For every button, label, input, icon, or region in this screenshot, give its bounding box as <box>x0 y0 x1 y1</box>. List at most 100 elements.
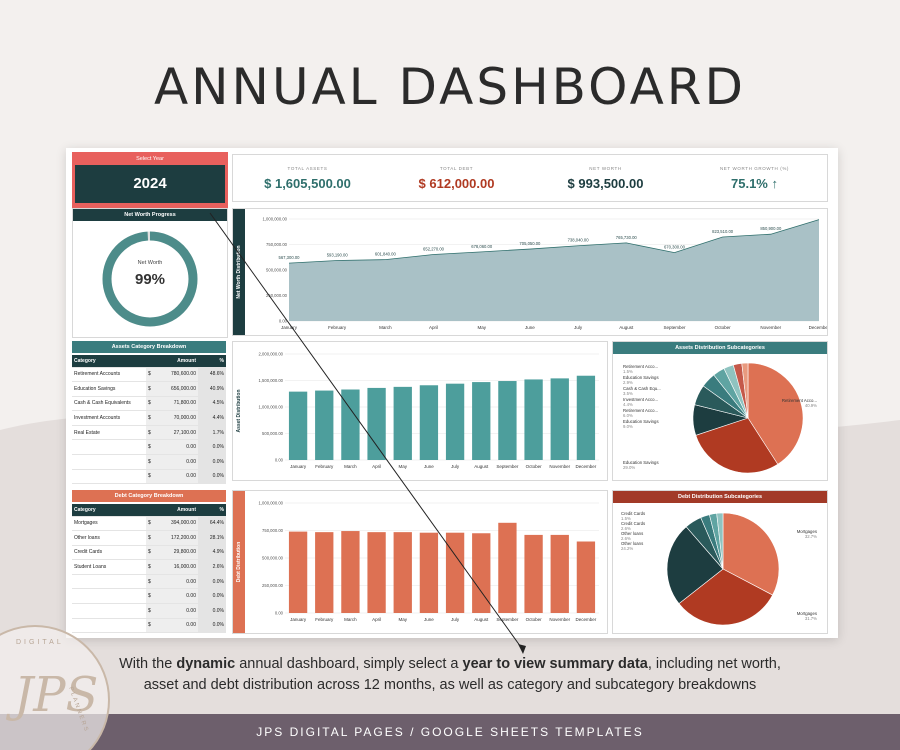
x-tick-label: December <box>576 617 597 622</box>
table-cell[interactable]: $ <box>146 454 154 470</box>
table-cell[interactable]: $ <box>146 439 154 456</box>
table-cell[interactable]: 0.00 <box>154 618 198 634</box>
table-cell[interactable]: $ <box>146 530 154 546</box>
assets-pie-chart: Retirement Acco...1.5%Education Savings2… <box>623 362 817 474</box>
table-cell[interactable]: $ <box>146 516 154 532</box>
table-cell[interactable]: 0.0% <box>198 603 226 619</box>
table-cell[interactable]: Retirement Accounts <box>72 367 146 383</box>
table-row[interactable]: $0.00 0.0% <box>72 439 226 456</box>
table-row[interactable]: Mortgages $394,000.00 64.4% <box>72 516 226 532</box>
table-cell[interactable] <box>72 574 146 590</box>
table-cell[interactable]: $ <box>146 545 154 561</box>
table-header-cell: Category <box>72 355 146 368</box>
table-cell[interactable]: 4.5% <box>198 396 226 412</box>
table-row[interactable]: $0.00 0.0% <box>72 469 226 485</box>
table-cell[interactable] <box>72 469 146 485</box>
table-cell[interactable]: $ <box>146 588 154 605</box>
table-cell[interactable]: $ <box>146 618 154 634</box>
table-cell[interactable]: 71,800.00 <box>154 396 198 412</box>
pie-label-value: 2.9% <box>623 380 633 385</box>
table-cell[interactable]: 0.00 <box>154 603 198 619</box>
table-cell[interactable]: 28.1% <box>198 530 226 546</box>
table-cell[interactable]: 0.00 <box>154 588 198 605</box>
table-header-cell <box>146 504 154 517</box>
table-cell[interactable]: 0.0% <box>198 618 226 634</box>
table-cell[interactable]: 4.9% <box>198 545 226 561</box>
table-cell[interactable]: 29,800.00 <box>154 545 198 561</box>
table-cell[interactable]: $ <box>146 410 154 426</box>
table-cell[interactable]: 0.00 <box>154 574 198 590</box>
table-cell[interactable]: $ <box>146 425 154 441</box>
table-header-row: Category Amount% <box>72 355 226 368</box>
bar <box>393 532 412 613</box>
y-tick-label: 2,000,000.00 <box>259 352 284 357</box>
table-cell[interactable]: 0.0% <box>198 574 226 590</box>
table-cell[interactable] <box>72 588 146 605</box>
table-cell[interactable]: 0.00 <box>154 469 198 485</box>
table-cell[interactable]: 172,200.00 <box>154 530 198 546</box>
table-row[interactable]: Student Loans $16,000.00 2.6% <box>72 559 226 575</box>
table-row[interactable]: Retirement Accounts $780,600.00 48.6% <box>72 367 226 383</box>
year-selector-value[interactable]: 2024 <box>75 165 225 203</box>
table-cell[interactable]: 394,000.00 <box>154 516 198 532</box>
table-cell[interactable]: Real Estate <box>72 425 146 441</box>
table-cell[interactable]: 16,000.00 <box>154 559 198 575</box>
pie-slice <box>666 526 724 605</box>
table-cell[interactable]: 0.0% <box>198 439 226 456</box>
table-cell[interactable]: 780,600.00 <box>154 367 198 383</box>
table-cell[interactable]: Credit Cards <box>72 545 146 561</box>
table-cell[interactable]: Mortgages <box>72 516 146 532</box>
table-cell[interactable] <box>72 454 146 470</box>
bar <box>341 531 360 613</box>
table-cell[interactable]: 0.0% <box>198 588 226 605</box>
table-row[interactable]: $0.00 0.0% <box>72 574 226 590</box>
table-row[interactable]: Investment Accounts $70,000.00 4.4% <box>72 410 226 426</box>
table-cell[interactable]: Student Loans <box>72 559 146 575</box>
table-row[interactable]: $0.00 0.0% <box>72 618 226 634</box>
table-row[interactable]: Education Savings $656,000.00 40.9% <box>72 381 226 397</box>
table-cell[interactable]: Other loans <box>72 530 146 546</box>
table-cell[interactable]: 0.00 <box>154 439 198 456</box>
table-cell[interactable] <box>72 618 146 634</box>
table-row[interactable]: Other loans $172,200.00 28.1% <box>72 530 226 546</box>
x-tick-label: July <box>451 617 460 622</box>
table-cell[interactable]: $ <box>146 603 154 619</box>
table-cell[interactable]: 0.00 <box>154 454 198 470</box>
table-cell[interactable]: Investment Accounts <box>72 410 146 426</box>
year-selector[interactable]: Select Year 2024 <box>72 152 228 208</box>
table-row[interactable]: $0.00 0.0% <box>72 588 226 605</box>
table-cell[interactable]: 48.6% <box>198 367 226 383</box>
table-cell[interactable]: $ <box>146 469 154 485</box>
table-cell[interactable]: $ <box>146 559 154 575</box>
table-cell[interactable]: Education Savings <box>72 381 146 397</box>
kpi-value: $ 1,605,500.00 <box>264 176 351 191</box>
table-cell[interactable]: 0.0% <box>198 454 226 470</box>
table-cell[interactable]: $ <box>146 396 154 412</box>
table-cell[interactable]: 1.7% <box>198 425 226 441</box>
table-cell[interactable]: $ <box>146 381 154 397</box>
caption-text: , including net worth, <box>647 656 781 672</box>
table-cell[interactable]: $ <box>146 367 154 383</box>
table-cell[interactable]: 70,000.00 <box>154 410 198 426</box>
table-row[interactable]: $0.00 0.0% <box>72 454 226 470</box>
table-cell[interactable] <box>72 439 146 456</box>
table-cell[interactable]: Cash & Cash Equivalents <box>72 396 146 412</box>
table-row[interactable]: Credit Cards $29,800.00 4.9% <box>72 545 226 561</box>
table-cell[interactable]: 0.0% <box>198 469 226 485</box>
x-tick-label: March <box>344 464 357 469</box>
bar <box>524 534 543 613</box>
table-cell[interactable]: 2.6% <box>198 559 226 575</box>
table-cell[interactable]: 656,000.00 <box>154 381 198 397</box>
table-cell[interactable]: 40.9% <box>198 381 226 397</box>
kpi-net-worth: NET WORTH $ 993,500.00 <box>531 155 680 203</box>
data-label: 823,510.00 <box>712 229 734 234</box>
table-row[interactable]: $0.00 0.0% <box>72 603 226 619</box>
table-row[interactable]: Real Estate $27,100.00 1.7% <box>72 425 226 441</box>
table-cell[interactable]: 27,100.00 <box>154 425 198 441</box>
table-cell[interactable]: 64.4% <box>198 516 226 532</box>
table-cell[interactable]: 4.4% <box>198 410 226 426</box>
table-row[interactable]: Cash & Cash Equivalents $71,800.00 4.5% <box>72 396 226 412</box>
net-worth-progress-card: Net Worth Progress Net Worth 99% <box>72 208 228 338</box>
table-cell[interactable] <box>72 603 146 619</box>
table-cell[interactable]: $ <box>146 574 154 590</box>
